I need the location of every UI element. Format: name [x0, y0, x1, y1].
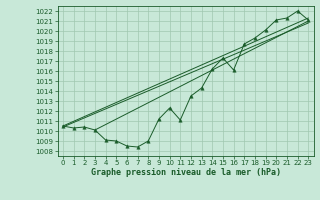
- X-axis label: Graphe pression niveau de la mer (hPa): Graphe pression niveau de la mer (hPa): [91, 168, 281, 177]
